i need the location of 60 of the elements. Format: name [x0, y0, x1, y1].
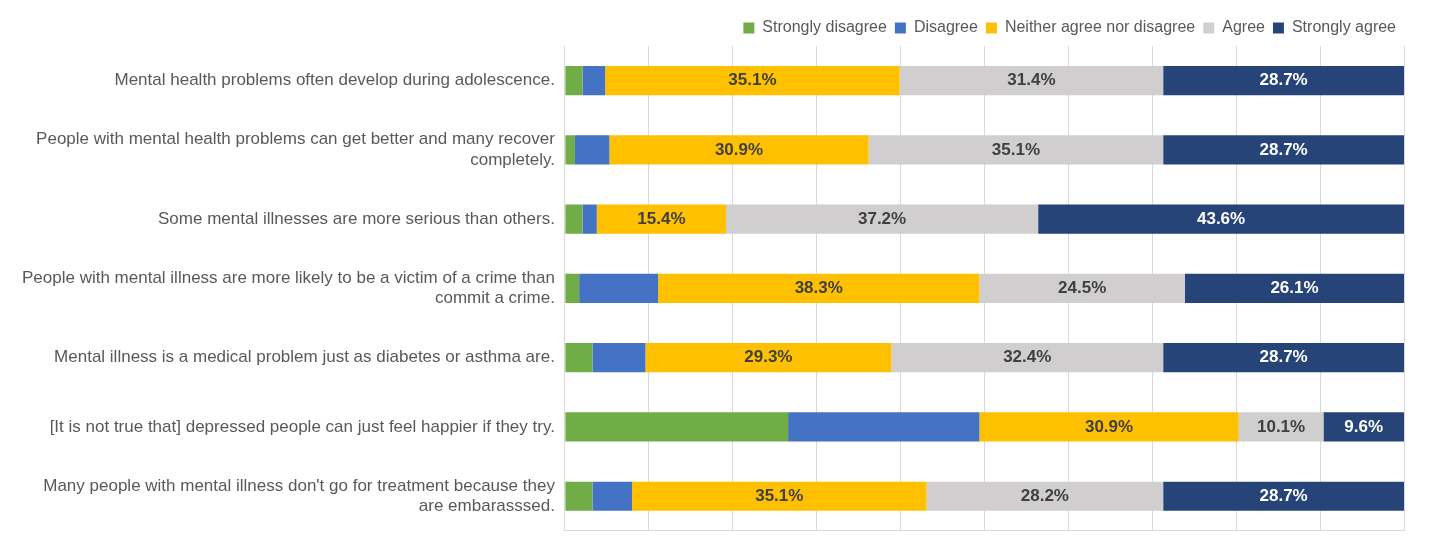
legend-label: Strongly agree [1291, 18, 1397, 36]
bar [596, 204, 726, 234]
y-tick-label: Mental health problems often develop during adolescence. [114, 70, 555, 90]
bar [582, 66, 606, 96]
bar [565, 412, 789, 442]
legend-label: Strongly disagree [762, 18, 887, 36]
data-label: 35.1% [755, 485, 804, 505]
data-label: 43.6% [1196, 208, 1246, 228]
bar [565, 204, 583, 234]
y-tick-label: Some mental illnesses are more serious than others. [158, 208, 555, 228]
data-label: 38.3% [794, 278, 843, 298]
bar [565, 343, 593, 373]
bar [1163, 481, 1404, 511]
bar [658, 273, 980, 303]
data-label: 15.4% [637, 208, 686, 228]
data-label: 24.5% [1058, 278, 1107, 298]
bar [1163, 66, 1404, 96]
bar [1163, 343, 1404, 373]
bar [632, 481, 927, 511]
data-label: 28.7% [1259, 347, 1308, 367]
bar [609, 135, 869, 165]
data-label: 30.9% [1084, 416, 1134, 436]
data-label: 29.3% [744, 347, 793, 367]
legend-label: Neither agree nor disagree [1004, 18, 1196, 36]
data-label: 26.1% [1270, 278, 1319, 298]
y-tick-label: People with mental illness are more likely to be a victim of a crime than commit a crime. [21, 267, 555, 308]
data-label: 28.7% [1259, 139, 1308, 159]
data-label: 28.2% [1020, 485, 1069, 505]
legend-label: Agree [1222, 18, 1266, 36]
bar [582, 204, 597, 234]
bar [1038, 204, 1404, 234]
bar [579, 273, 659, 303]
bar [788, 412, 980, 442]
data-label: 31.4% [1007, 70, 1056, 90]
y-tick-label: Many people with mental illness don't go for treatment because they are embarasssed. [43, 475, 556, 516]
bar [979, 412, 1239, 442]
bar [645, 343, 892, 373]
bar [565, 135, 575, 165]
data-label: 28.7% [1259, 70, 1308, 90]
data-label: 28.7% [1259, 485, 1308, 505]
bar [605, 66, 900, 96]
bar [592, 343, 646, 373]
data-label: 30.9% [714, 139, 764, 159]
data-label: 35.1% [991, 139, 1041, 159]
bar [565, 273, 580, 303]
bar [565, 66, 583, 96]
data-label: 32.4% [1003, 347, 1052, 367]
bar [565, 481, 593, 511]
y-tick-label: [It is not true that] depressed people can just feel happier if they try. [49, 416, 555, 436]
bar [1184, 273, 1404, 303]
data-label: 35.1% [728, 70, 777, 90]
bar [574, 135, 610, 165]
legend-label: Disagree [913, 18, 979, 36]
bar [592, 481, 633, 511]
y-tick-label: Mental illness is a medical problem just as diabetes or asthma are. [54, 347, 555, 367]
data-label: 37.2% [857, 208, 907, 228]
data-label: 10.1% [1256, 416, 1306, 436]
data-label: 9.6% [1344, 416, 1384, 436]
y-tick-label: People with mental health problems can get better and many recover completely. [36, 129, 556, 169]
bar [1163, 135, 1404, 165]
